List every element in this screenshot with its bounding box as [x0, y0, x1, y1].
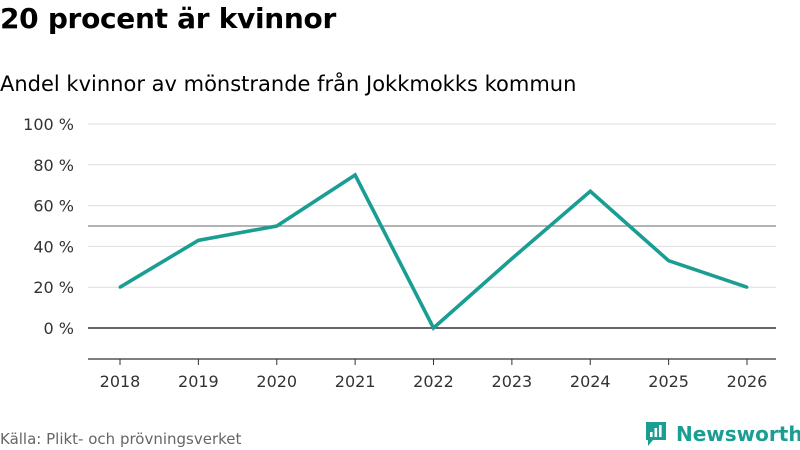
newsworthy-logo-icon [646, 422, 666, 446]
x-tick-label: 2020 [256, 372, 297, 391]
x-tick-label: 2022 [413, 372, 454, 391]
axis-layer [88, 358, 776, 365]
series-line [119, 172, 748, 331]
y-tick-label: 100 % [23, 115, 74, 134]
x-tick-label: 2025 [648, 372, 689, 391]
x-tick-label: 2026 [727, 372, 768, 391]
y-tick-label: 40 % [33, 237, 74, 256]
data-point [353, 173, 357, 177]
data-point [745, 285, 749, 289]
x-tick-label: 2021 [335, 372, 376, 391]
data-point [118, 285, 122, 289]
y-tick-labels: 0 % 20 % 40 % 60 % 80 % 100 % [23, 115, 74, 338]
brand-name: Newsworthy [676, 422, 800, 446]
x-tick-label: 2023 [492, 372, 533, 391]
x-tick-labels: 2018 2019 2020 2021 2022 2023 2024 2025 2026 [100, 372, 768, 391]
y-tick-label: 20 % [33, 278, 74, 297]
y-tick-label: 0 % [44, 319, 74, 338]
data-point [275, 224, 279, 228]
data-point [667, 259, 671, 263]
data-point [588, 189, 592, 193]
chart-title: 20 procent är kvinnor [0, 2, 336, 35]
source-note: Källa: Plikt- och prövningsverket [0, 430, 242, 448]
y-tick-label: 80 % [33, 156, 74, 175]
data-point [196, 238, 200, 242]
x-tick-label: 2019 [178, 372, 219, 391]
data-point [432, 326, 435, 330]
brand-logo: Newsworthy [644, 420, 800, 448]
y-tick-label: 60 % [33, 197, 74, 216]
chart-subtitle: Andel kvinnor av mönstrande från Jokkmok… [0, 72, 577, 96]
x-tick-label: 2018 [100, 372, 141, 391]
series-layer [118, 172, 749, 331]
x-tick-label: 2024 [570, 372, 611, 391]
data-point [510, 257, 514, 261]
